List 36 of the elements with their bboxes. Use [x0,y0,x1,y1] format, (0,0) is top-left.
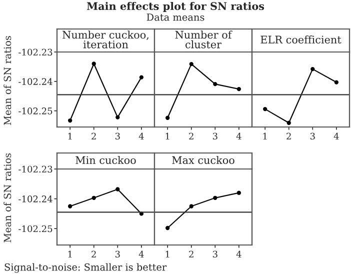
x-tick-label: 1 [68,250,72,258]
y-axis-title: Mean of SN ratios [4,153,12,242]
x-tick-label: 4 [236,250,242,258]
x-tick-label: 3 [212,132,218,140]
x-tick-label: 1 [166,132,170,140]
y-tick-label: -102.23 [18,48,52,56]
x-tick-label: 3 [212,250,218,258]
chart-title: Number cuckoo, iteration [62,30,148,48]
x-tick-label: 2 [286,132,291,140]
chart-title: Max cuckoo [172,156,234,164]
y-tick-label: -102.24 [18,196,52,202]
y-tick-label: -102.24 [18,78,52,85]
x-tick-label: 3 [115,132,120,140]
y-tick-label: -102.23 [18,166,52,173]
chart-title: Min cuckoo [76,156,136,164]
x-tick-label: 1 [68,132,72,140]
x-tick-label: 4 [138,250,144,258]
chart-title: ELR coefficient [260,35,342,44]
y-axis-title: Mean of SN ratios [4,36,12,125]
x-tick-label: 4 [236,132,242,140]
x-tick-label: 1 [263,132,267,140]
text: Main effects plot for SN ratios [86,2,264,12]
x-tick-label: 4 [334,132,339,140]
x-tick-label: 2 [92,250,96,258]
x-tick-label: 3 [310,132,315,140]
x-tick-label: 2 [92,132,96,140]
chart-title: Number of cluster [175,30,232,48]
y-tick-label: -102.25 [18,225,52,232]
x-tick-label: 2 [189,132,194,140]
x-tick-label: 3 [115,250,120,258]
x-tick-label: 1 [166,250,170,258]
text: Signal-to-noise: Smaller is better [4,263,167,273]
y-tick-label: -102.25 [18,108,52,114]
x-tick-label: 2 [189,250,194,258]
text: Data means [146,14,204,21]
x-tick-label: 4 [138,132,144,140]
